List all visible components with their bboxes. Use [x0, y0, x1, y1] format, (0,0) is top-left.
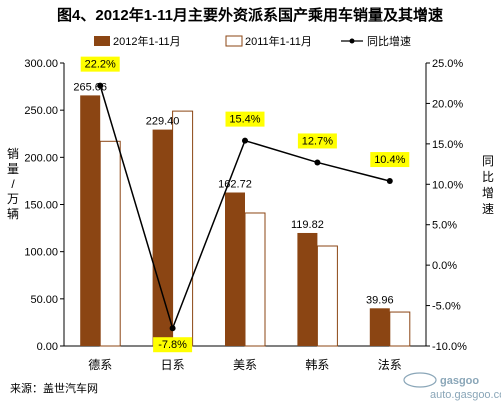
bar-value-label-3: 119.82 — [291, 219, 324, 231]
legend-label-2011: 2011年1-11月 — [245, 34, 312, 48]
bar-value-label-4: 39.96 — [366, 294, 394, 306]
y-tick-label: 50.00 — [30, 294, 58, 306]
growth-label-bg-2 — [225, 111, 265, 127]
growth-label-bg-0 — [80, 56, 120, 72]
y-tick-label: 0.00 — [37, 341, 58, 353]
watermark-logo: gasgoo — [440, 375, 479, 387]
bar-2012-2 — [225, 192, 245, 346]
bars — [80, 95, 411, 347]
bar-value-label-1: 229.40 — [146, 116, 180, 128]
y-tick-label: 100.00 — [24, 247, 58, 259]
category-labels: 德系 日系 美系 韩系 法系 — [88, 357, 402, 372]
growth-point-0 — [97, 82, 104, 89]
growth-label-bg-3 — [297, 133, 337, 149]
y-axis-title: 销量/万辆 — [7, 147, 19, 221]
growth-label-2: 15.4% — [229, 114, 260, 126]
y-tick-label: 150.00 — [24, 200, 58, 212]
watermark-logo-icon — [403, 372, 437, 388]
category-label-1: 日系 — [161, 358, 185, 372]
y2-tick-label: -10.0% — [432, 341, 467, 353]
growth-label-3: 12.7% — [302, 135, 333, 147]
bar-data-labels: 265.66 229.40 162.72 119.82 39.96 — [73, 81, 393, 306]
bar-2012-0 — [80, 95, 101, 346]
bar-2012-3 — [297, 232, 318, 346]
bar-2011-4 — [389, 311, 411, 347]
growth-line — [97, 82, 393, 332]
legend-marker-growth — [349, 38, 355, 44]
y2-tick-label: 20.0% — [432, 98, 463, 110]
legend-swatch-2011 — [225, 35, 243, 47]
growth-point-1 — [169, 325, 176, 332]
bar-2011-2 — [244, 212, 266, 347]
growth-label-bg-4 — [370, 152, 410, 168]
bar-2012-1 — [152, 129, 173, 346]
y2-axis-ticks: -10.0% -5.0% 0.0% 5.0% 10.0% 15.0% 20.0% 25.0% — [426, 58, 467, 353]
growth-label-4: 10.4% — [374, 154, 405, 166]
category-label-4: 法系 — [378, 358, 402, 372]
chart-title: 图4、2012年1-11月主要外资派系国产乘用车销量及其增速 — [57, 6, 443, 24]
bar-2011-0 — [99, 140, 121, 347]
legend-label-2012: 2012年1-11月 — [113, 34, 181, 48]
bar-2011-3 — [316, 245, 338, 347]
y2-tick-label: 5.0% — [432, 220, 457, 232]
y2-tick-label: 15.0% — [432, 139, 463, 151]
y2-tick-label: -5.0% — [432, 301, 461, 313]
category-label-0: 德系 — [88, 357, 112, 372]
growth-label-bg-1 — [153, 337, 193, 353]
bar-2012-4 — [369, 308, 390, 346]
category-label-3: 韩系 — [305, 357, 329, 372]
bar-value-label-2: 162.72 — [218, 179, 252, 191]
y-tick-label: 300.00 — [24, 58, 58, 70]
y2-axis-title-text: 同比增速 — [482, 154, 494, 216]
growth-label-1: -7.8% — [158, 339, 187, 351]
growth-point-4 — [386, 178, 393, 185]
category-label-2: 美系 — [233, 358, 257, 372]
y2-axis-title: 同比增速 — [482, 154, 494, 216]
legend-label-growth: 同比增速 — [367, 34, 411, 48]
y-tick-label: 200.00 — [24, 152, 58, 164]
bar-2011-1 — [172, 110, 194, 347]
source-note: 来源：盖世汽车网 — [10, 381, 98, 395]
growth-point-2 — [242, 137, 248, 144]
y-axis-title-text: 销量/万辆 — [7, 147, 19, 221]
growth-label-0: 22.2% — [85, 59, 116, 71]
y-axis-ticks: 0.00 50.00 100.00 150.00 200.00 250.00 300.00 — [24, 58, 64, 353]
y2-tick-label: 25.0% — [432, 58, 463, 70]
growth-point-3 — [314, 159, 321, 166]
legend: 2012年1-11月 2011年1-11月 同比增速 — [94, 34, 411, 48]
watermark: gasgoo auto.gasgoo.com — [403, 372, 501, 401]
bar-value-label-0: 265.66 — [73, 81, 107, 93]
growth-labels: 22.2% -7.8% 15.4% 12.7% 10.4% — [80, 56, 410, 353]
watermark-url: auto.gasgoo.com — [430, 389, 501, 401]
y2-tick-label: 10.0% — [432, 179, 463, 191]
y2-tick-label: 0.0% — [432, 260, 457, 272]
y-tick-label: 250.00 — [24, 105, 58, 117]
legend-swatch-2012 — [94, 36, 110, 46]
